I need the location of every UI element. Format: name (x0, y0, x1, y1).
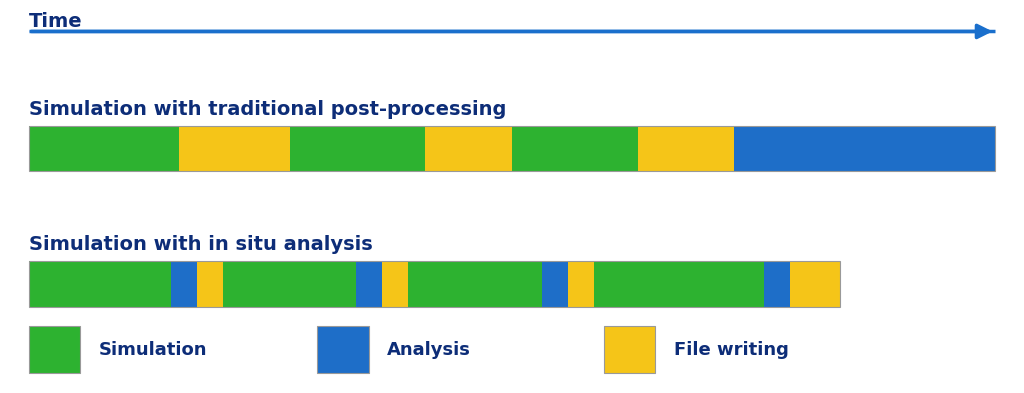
Bar (542, 261, 568, 307)
Bar (178, 126, 290, 171)
Bar (638, 126, 734, 171)
Bar (512, 126, 638, 171)
Bar (29, 126, 178, 171)
Bar (29, 126, 995, 171)
Bar (594, 261, 764, 307)
Bar (425, 126, 512, 171)
Bar (29, 261, 171, 307)
Bar (764, 261, 791, 307)
Bar (382, 261, 409, 307)
Bar (734, 126, 995, 171)
Bar (171, 261, 197, 307)
Bar (604, 326, 655, 373)
Bar (197, 261, 222, 307)
Bar (356, 261, 382, 307)
Bar (290, 126, 425, 171)
Text: File writing: File writing (674, 341, 788, 359)
Text: Simulation with traditional post-processing: Simulation with traditional post-process… (29, 100, 506, 119)
Text: Simulation with in situ analysis: Simulation with in situ analysis (29, 235, 373, 254)
Bar (409, 261, 542, 307)
Bar (791, 261, 840, 307)
Bar (29, 261, 840, 307)
Bar (222, 261, 356, 307)
Text: Simulation: Simulation (98, 341, 207, 359)
Bar (568, 261, 594, 307)
Bar (317, 326, 369, 373)
Text: Analysis: Analysis (387, 341, 471, 359)
Text: Time: Time (29, 12, 82, 31)
Bar (29, 326, 80, 373)
